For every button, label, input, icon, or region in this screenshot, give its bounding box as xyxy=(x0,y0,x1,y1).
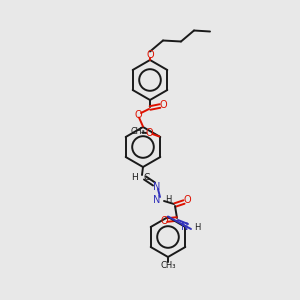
Text: H: H xyxy=(131,172,138,182)
Text: O: O xyxy=(159,100,167,110)
Text: O: O xyxy=(146,128,153,138)
Text: CH₃: CH₃ xyxy=(131,128,146,136)
Text: N: N xyxy=(181,222,188,232)
Text: O: O xyxy=(160,216,168,226)
Text: N: N xyxy=(153,182,161,192)
Text: H: H xyxy=(194,223,200,232)
Text: O: O xyxy=(146,50,154,60)
Text: CH₃: CH₃ xyxy=(160,260,176,269)
Text: N: N xyxy=(153,195,160,205)
Text: C: C xyxy=(144,172,150,182)
Text: O: O xyxy=(183,195,191,205)
Text: H: H xyxy=(165,196,171,205)
Text: O: O xyxy=(134,110,142,120)
